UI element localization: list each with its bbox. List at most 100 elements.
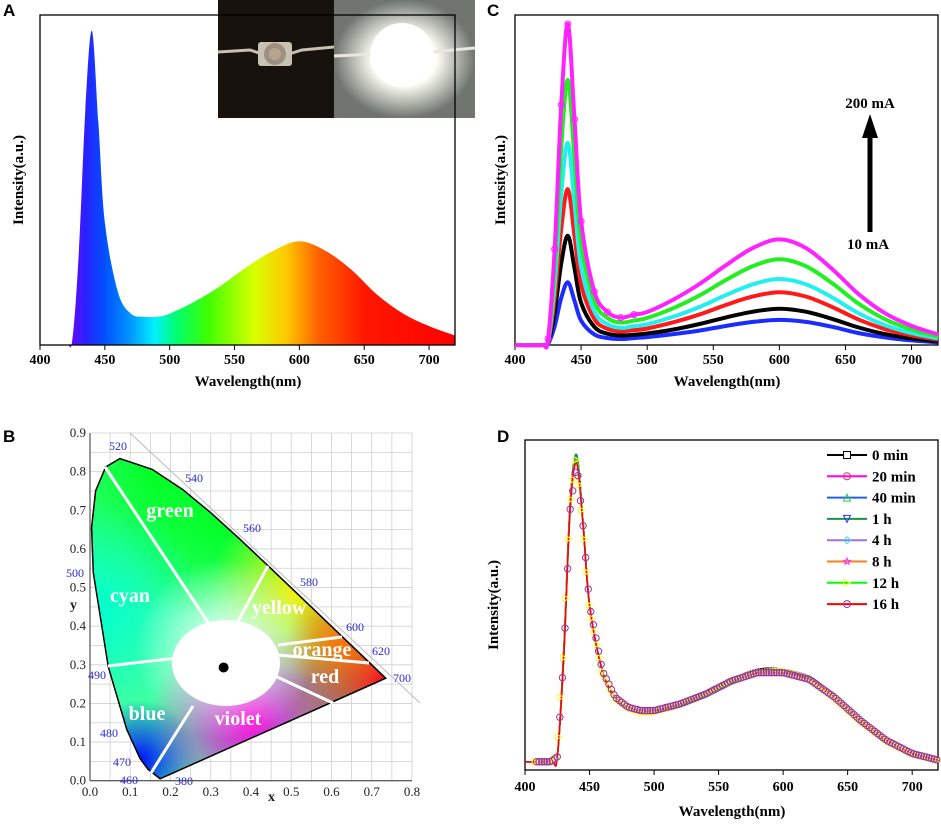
marker-triangle-down-icon xyxy=(842,514,852,524)
marker-circle-icon xyxy=(558,673,567,682)
marker-circle-icon xyxy=(584,585,592,593)
marker-circle-icon xyxy=(638,706,647,715)
marker-circle-icon xyxy=(579,522,587,530)
marker-circle-icon xyxy=(540,758,549,766)
marker-circle-icon xyxy=(649,706,657,715)
x-tick-label: 500 xyxy=(159,353,180,368)
x-tick-label: 600 xyxy=(289,353,310,368)
x-tick-label: 700 xyxy=(902,780,923,795)
wl-470: 470 xyxy=(113,755,131,769)
axes-frame xyxy=(514,14,939,346)
marker-triangle-right-icon xyxy=(598,666,607,676)
marker-circle-icon xyxy=(767,668,776,677)
x-tick-label: 650 xyxy=(354,353,375,368)
region-label-red: red xyxy=(311,666,340,688)
legend-item: 0 min xyxy=(827,448,909,464)
marker-triangle-right-icon xyxy=(562,594,571,603)
wl-460: 460 xyxy=(120,773,138,787)
y-tick-label: 0.6 xyxy=(70,541,87,556)
marker-circle-icon xyxy=(556,713,564,721)
legend-item: 20 min xyxy=(827,469,916,485)
arrow-head-icon xyxy=(862,114,878,138)
region-label-blue: blue xyxy=(129,703,166,725)
series-marker xyxy=(577,217,585,225)
wl-620: 620 xyxy=(372,644,390,658)
legend-label: 8 h xyxy=(872,555,892,571)
marker-circle-icon xyxy=(832,694,840,703)
marker-circle-icon xyxy=(842,704,851,712)
wl-380: 380 xyxy=(175,774,193,788)
marker-triangle-right-icon xyxy=(565,534,574,544)
marker-triangle-right-icon xyxy=(812,679,821,688)
series-marker xyxy=(590,288,598,296)
x-axis-label: Wavelength(nm) xyxy=(679,804,786,820)
y-tick-label: 0.4 xyxy=(70,618,87,633)
series-line xyxy=(514,280,939,348)
marker-circle-icon xyxy=(574,471,582,480)
y-axis-label: Intensity(a.u.) xyxy=(11,135,27,225)
x-tick-label: 0.0 xyxy=(82,784,98,799)
legend-label: 12 h xyxy=(872,576,900,592)
region-label-orange: orange xyxy=(293,639,352,661)
wl-700: 700 xyxy=(393,671,411,685)
marker-triangle-right-icon xyxy=(585,600,594,610)
x-tick-label: 600 xyxy=(769,353,790,368)
region-label-yellow: yellow xyxy=(252,597,307,619)
marker-triangle-right-icon xyxy=(572,455,581,464)
wl-500: 500 xyxy=(66,566,84,580)
marker-triangle-right-icon xyxy=(913,750,922,759)
marker-triangle-right-icon xyxy=(583,567,592,577)
marker-triangle-right-icon xyxy=(908,749,917,758)
x-axis-label: x xyxy=(268,790,275,805)
marker-circle-icon xyxy=(757,668,765,677)
series-marker xyxy=(564,20,572,28)
x-tick-label: 450 xyxy=(579,780,600,795)
marker-circle-icon xyxy=(576,497,585,505)
x-tick-label: 700 xyxy=(901,353,922,368)
x-tick-label: 650 xyxy=(835,353,856,368)
legend-label: 20 min xyxy=(872,469,916,485)
x-tick-label: 700 xyxy=(419,353,440,368)
marker-triangle-right-icon xyxy=(580,534,589,544)
legend-item: 12 h xyxy=(827,576,900,592)
inset-led-photos xyxy=(217,0,476,118)
marker-triangle-right-icon xyxy=(843,578,852,588)
marker-circle-icon xyxy=(569,487,577,495)
series-line xyxy=(524,462,939,767)
x-tick-label: 0.5 xyxy=(283,784,299,799)
x-tick-label: 0.3 xyxy=(203,784,219,799)
marker-circle-icon xyxy=(765,668,773,677)
axis-ticks: 0.0 0.1 0.2 0.3 0.4 0.5 0.6 0.7 0.8 0.0 0.1 0.2 0.3 0… xyxy=(70,425,420,799)
axes-frame xyxy=(39,14,456,346)
marker-circle-icon xyxy=(646,706,654,715)
marker-circle-icon xyxy=(754,668,763,677)
marker-triangle-right-icon xyxy=(578,505,587,514)
marker-triangle-right-icon xyxy=(588,614,597,623)
y-tick-label: 0.2 xyxy=(70,695,86,710)
marker-triangle-right-icon xyxy=(570,475,579,484)
legend-label: 4 h xyxy=(872,533,892,549)
annotation-200ma: 200 mA xyxy=(845,96,895,112)
marker-triangle-right-icon xyxy=(567,495,576,504)
x-tick-label: 0.7 xyxy=(364,784,381,799)
marker-triangle-right-icon xyxy=(815,681,824,690)
x-tick-label: 650 xyxy=(837,780,858,795)
marker-triangle-right-icon xyxy=(753,668,762,677)
marker-triangle-right-icon xyxy=(560,653,569,662)
spectrum-area xyxy=(40,30,455,348)
marker-circle-icon xyxy=(538,758,546,766)
marker-triangle-right-icon xyxy=(575,480,584,489)
marker-circle-icon xyxy=(752,669,760,677)
marker-circle-icon xyxy=(561,624,569,632)
x-tick-label: 500 xyxy=(644,780,665,795)
x-tick-label: 450 xyxy=(571,353,592,368)
marker-circle-icon xyxy=(762,668,771,677)
color-coordinate-point xyxy=(218,662,229,673)
series-marker xyxy=(544,335,552,343)
marker-circle-icon xyxy=(760,668,768,677)
marker-star-icon xyxy=(842,556,852,566)
y-tick-label: 0.9 xyxy=(70,425,86,440)
x-tick-label: 400 xyxy=(505,353,526,368)
series-marker xyxy=(551,245,559,253)
marker-square-icon xyxy=(843,451,851,459)
